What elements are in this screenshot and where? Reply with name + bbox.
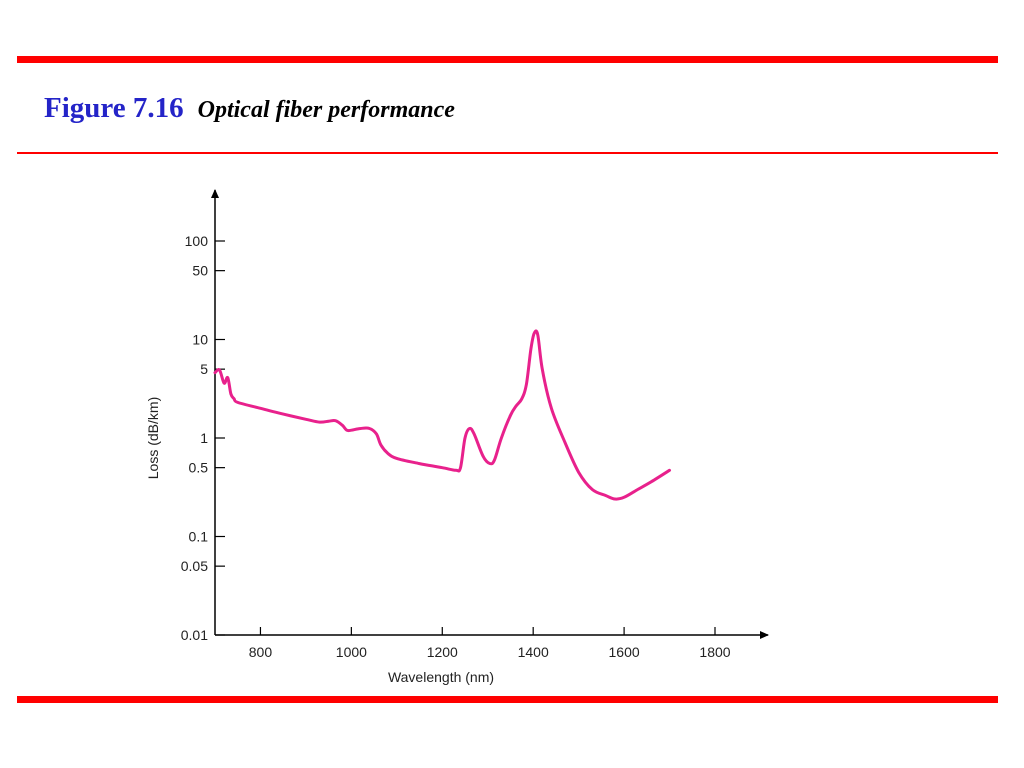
bottom-red-rule bbox=[17, 696, 998, 703]
y-tick-label: 0.5 bbox=[189, 460, 209, 476]
x-tick-label: 1600 bbox=[609, 644, 640, 660]
y-tick-label: 1 bbox=[200, 430, 208, 446]
loss-curve-line bbox=[213, 329, 671, 501]
x-tick-label: 1400 bbox=[518, 644, 549, 660]
y-tick-label: 0.1 bbox=[189, 529, 209, 545]
x-tick-label: 800 bbox=[249, 644, 273, 660]
y-tick-label: 0.05 bbox=[181, 558, 208, 574]
figure-caption: Optical fiber performance bbox=[197, 97, 455, 123]
slide-title: Figure 7.16 Optical fiber performance bbox=[44, 92, 455, 125]
y-tick-label: 0.01 bbox=[181, 627, 208, 643]
tick-marks bbox=[215, 240, 716, 636]
series-layer bbox=[213, 329, 671, 501]
title-underline-rule bbox=[17, 152, 998, 154]
y-axis-label: Loss (dB/km) bbox=[145, 397, 161, 479]
tick-labels: 0.01 0.05 0.1 0.5 1 5 10 50 100 800 1000 1200 1400 16… bbox=[181, 233, 731, 660]
x-tick-label: 1800 bbox=[699, 644, 730, 660]
x-tick-label: 1200 bbox=[427, 644, 458, 660]
y-tick-label: 50 bbox=[192, 263, 208, 279]
top-red-rule bbox=[17, 56, 998, 63]
y-tick-label: 10 bbox=[192, 332, 208, 348]
x-tick-label: 1000 bbox=[336, 644, 367, 660]
axes bbox=[211, 189, 769, 639]
y-tick-label: 100 bbox=[185, 233, 209, 249]
figure-number: Figure 7.16 bbox=[44, 92, 184, 124]
x-axis-label: Wavelength (nm) bbox=[388, 669, 494, 685]
y-tick-label: 5 bbox=[200, 361, 208, 377]
